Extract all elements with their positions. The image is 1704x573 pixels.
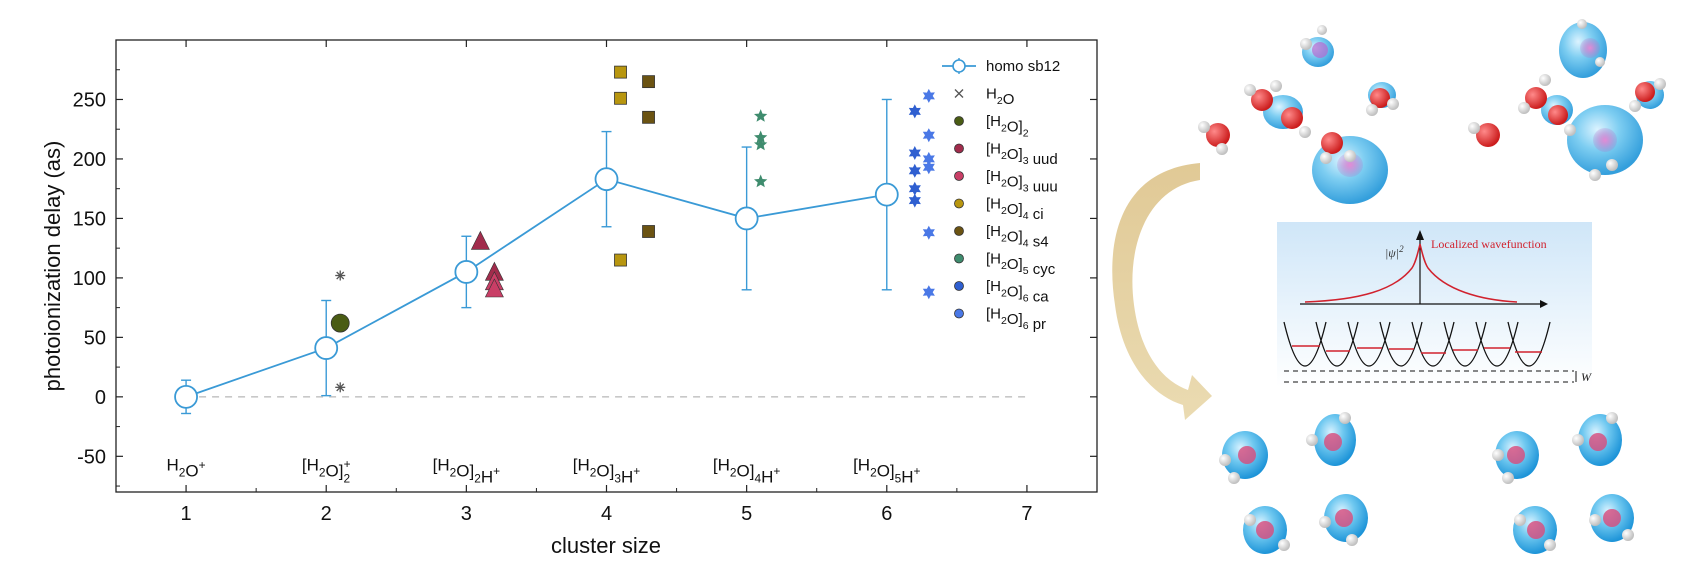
data-point [174, 384, 198, 409]
data-point [922, 88, 935, 103]
data-point [734, 206, 759, 231]
y-tick-label: 150 [73, 208, 106, 230]
data-point [470, 230, 490, 250]
cluster-label: H2O+ [167, 456, 206, 481]
legend-label: [H2O]2 [986, 113, 1029, 140]
cluster-labels: H2O+ [H2O]2+ [H2O]2H+ [H2O]3H+ [H2O]4H+ [H2O]… [167, 456, 921, 487]
legend-swatch [954, 89, 964, 98]
y-tick-label: 50 [84, 327, 106, 349]
delocalized-cluster-right [1468, 19, 1666, 181]
x-tick-label: 1 [181, 503, 192, 525]
y-tick-label: 0 [95, 387, 106, 409]
data-point [642, 110, 655, 124]
localized-cluster-right [1492, 412, 1634, 554]
y-tick-label: 250 [73, 89, 106, 111]
data-point [922, 160, 935, 175]
potential-wells [1283, 321, 1551, 367]
y-tick-label: 200 [73, 149, 106, 171]
data-point [908, 193, 921, 208]
y-tick-label: 100 [73, 268, 106, 290]
data-point [335, 270, 346, 281]
x-tick-label: 7 [1021, 503, 1032, 525]
data-point [754, 174, 768, 188]
data-point [614, 65, 627, 79]
data-point [908, 146, 921, 160]
legend-swatch [954, 226, 964, 236]
legend-label: [H2O]4 ci [986, 196, 1044, 224]
legend-swatch [952, 59, 966, 73]
series-line [185, 178, 887, 398]
data-point [454, 260, 479, 284]
data-point [754, 109, 768, 122]
plot-frame [115, 39, 1098, 493]
data-point [908, 181, 921, 196]
transition-arrow-icon [1112, 163, 1212, 420]
legend-swatch [954, 253, 964, 264]
data-marks [174, 65, 935, 415]
cluster-label: [H2O]2+ [302, 456, 351, 486]
cluster-label: [H2O]3H+ [573, 456, 640, 487]
data-point [642, 75, 655, 89]
data-point [908, 104, 921, 119]
x-tick-label: 5 [741, 503, 752, 525]
axis-ticks: 1 2 3 4 5 6 7 -50 0 50 100 150 200 250 [73, 40, 1098, 525]
data-point [754, 130, 768, 144]
data-point [922, 128, 935, 143]
legend-swatch [954, 308, 964, 319]
water-cluster-illustration: |ψ|2 Localized wavefunction [1112, 19, 1666, 554]
legend-swatch [954, 198, 964, 209]
y-axis-label: photoionization delay (as) [40, 141, 65, 392]
y-tick-label: -50 [77, 446, 106, 468]
cluster-label: [H2O]5H+ [853, 456, 920, 487]
legend-label: homo sb12 [986, 58, 1060, 75]
x-axis-label: cluster size [551, 533, 661, 558]
data-point [754, 137, 768, 151]
legend-label: [H2O]3 uuu [986, 168, 1058, 196]
data-point [484, 278, 504, 298]
wavefunction-label: Localized wavefunction [1431, 237, 1547, 251]
data-point [922, 285, 935, 300]
psi-squared-label: |ψ|2 [1385, 244, 1404, 260]
legend-swatch [954, 171, 964, 181]
data-point [922, 151, 935, 166]
energy-levels [1292, 345, 1542, 354]
cluster-label: [H2O]4H+ [713, 456, 780, 487]
data-point [874, 182, 899, 207]
legend-label: [H2O]5 cyc [986, 251, 1056, 279]
cluster-label: [H2O]2H+ [433, 456, 500, 487]
legend-label: [H2O]4 s4 [986, 223, 1049, 251]
data-point [314, 336, 339, 360]
data-point [614, 253, 627, 267]
data-point [614, 91, 627, 105]
legend-swatch [954, 281, 964, 291]
wavefunction-curve [1304, 243, 1518, 303]
x-tick-label: 3 [461, 503, 472, 525]
localized-cluster-left [1219, 412, 1368, 554]
legend-label: [H2O]6 ca [986, 278, 1049, 306]
data-point [335, 382, 346, 393]
legend-swatch [954, 116, 964, 126]
legend-label: [H2O]6 pr [986, 306, 1046, 334]
data-point [908, 163, 921, 178]
data-point [642, 225, 655, 238]
x-tick-label: 4 [601, 503, 612, 525]
x-tick-label: 6 [881, 503, 892, 525]
legend-swatch [954, 143, 964, 154]
legend-label: [H2O]3 uud [986, 141, 1058, 169]
localized-wavefunction-inset: |ψ|2 Localized wavefunction [1277, 222, 1592, 387]
delocalized-cluster-left [1198, 25, 1399, 204]
legend-label: H2O [986, 86, 1014, 108]
w-label: W [1581, 370, 1592, 384]
x-tick-label: 2 [321, 503, 332, 525]
data-point [594, 167, 619, 192]
delay-chart: 1 2 3 4 5 6 7 -50 0 50 100 150 200 250 H2O+ [H2O]2+ [H2… [40, 39, 1098, 558]
data-point [922, 225, 935, 240]
data-point [330, 313, 350, 333]
